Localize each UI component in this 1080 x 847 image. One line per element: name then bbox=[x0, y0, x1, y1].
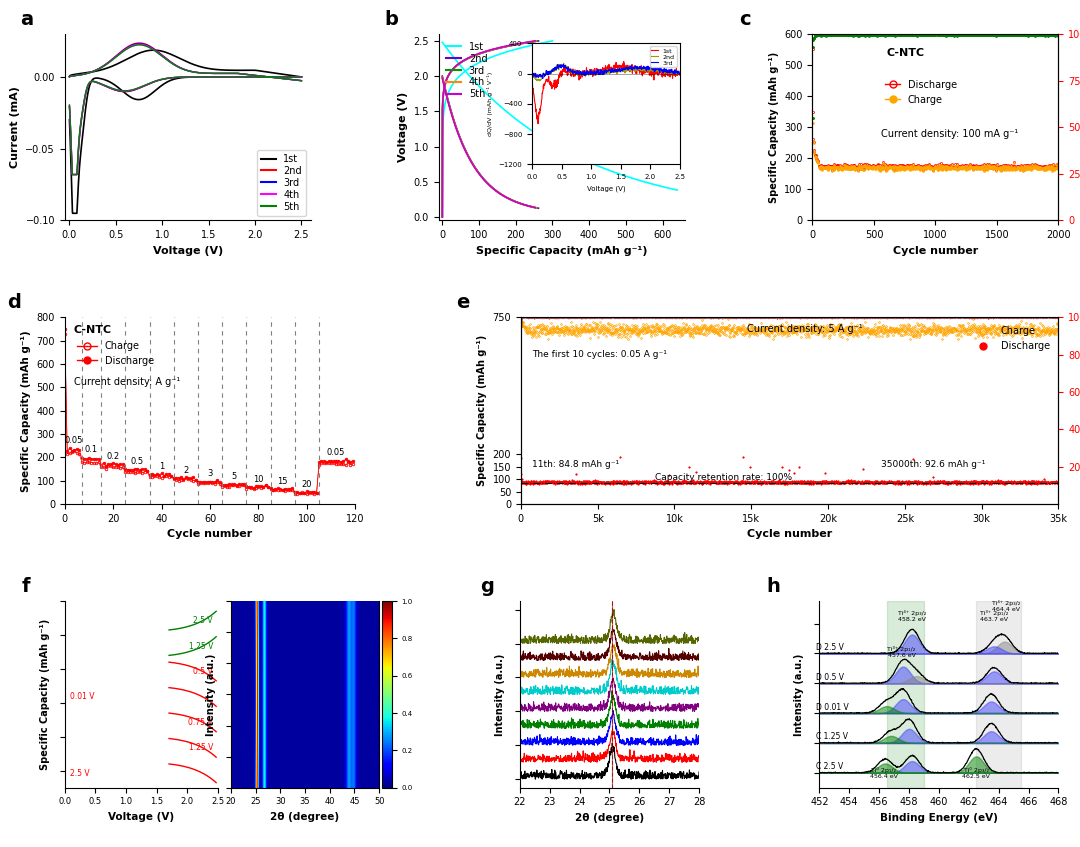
Bar bbox=[976, 601, 1021, 788]
Text: C 1.25 V: C 1.25 V bbox=[816, 733, 849, 741]
Text: 35000th: 92.6 mAh g⁻¹: 35000th: 92.6 mAh g⁻¹ bbox=[881, 460, 985, 468]
Text: 5: 5 bbox=[231, 473, 237, 481]
Text: Ti⁴⁺ 2p₃/₂
464.4 eV: Ti⁴⁺ 2p₃/₂ 464.4 eV bbox=[993, 600, 1021, 612]
Y-axis label: Specific Capacity (mAh g⁻¹): Specific Capacity (mAh g⁻¹) bbox=[21, 330, 31, 491]
Text: a: a bbox=[21, 9, 33, 29]
Y-axis label: Intensity (a.u.): Intensity (a.u.) bbox=[495, 653, 504, 735]
Text: D 2.5 V: D 2.5 V bbox=[816, 643, 845, 652]
X-axis label: Cycle number: Cycle number bbox=[747, 529, 833, 540]
Text: 3: 3 bbox=[207, 469, 213, 479]
Text: 0.5: 0.5 bbox=[131, 457, 144, 467]
Text: C 2.5 V: C 2.5 V bbox=[816, 762, 843, 772]
Text: 2.5 V: 2.5 V bbox=[193, 616, 213, 625]
Text: The first 10 cycles: 0.05 A g⁻¹: The first 10 cycles: 0.05 A g⁻¹ bbox=[531, 350, 666, 358]
Text: Ti⁰ 2p₁/₂
456.4 eV: Ti⁰ 2p₁/₂ 456.4 eV bbox=[869, 767, 897, 778]
Legend: Charge, Discharge: Charge, Discharge bbox=[73, 337, 158, 370]
X-axis label: 2θ (degree): 2θ (degree) bbox=[270, 812, 339, 822]
Text: D 0.5 V: D 0.5 V bbox=[816, 673, 845, 682]
Text: 0.05: 0.05 bbox=[327, 448, 346, 457]
Text: d: d bbox=[6, 293, 21, 313]
Text: e: e bbox=[457, 293, 470, 313]
Text: 1.25 V: 1.25 V bbox=[189, 641, 213, 650]
Text: 0.01 V: 0.01 V bbox=[70, 693, 94, 701]
Text: 2.5 V: 2.5 V bbox=[70, 769, 90, 778]
Text: 2: 2 bbox=[184, 466, 189, 475]
Text: C-NTC: C-NTC bbox=[73, 325, 111, 335]
Legend: 1st, 2nd, 3rd, 4th, 5th: 1st, 2nd, 3rd, 4th, 5th bbox=[444, 39, 490, 102]
Legend: 1st, 2nd, 3rd, 4th, 5th: 1st, 2nd, 3rd, 4th, 5th bbox=[257, 150, 306, 216]
Text: Current density: 5 A g⁻¹: Current density: 5 A g⁻¹ bbox=[746, 324, 862, 335]
Text: D 0.01 V: D 0.01 V bbox=[816, 703, 849, 711]
Text: 0.05: 0.05 bbox=[64, 435, 82, 445]
Text: f: f bbox=[22, 577, 30, 595]
Text: Current density: 100 mA g⁻¹: Current density: 100 mA g⁻¹ bbox=[881, 129, 1018, 139]
Text: 10: 10 bbox=[253, 475, 264, 484]
Text: C-NTC: C-NTC bbox=[887, 48, 924, 58]
Text: 0.75 V: 0.75 V bbox=[188, 718, 213, 727]
Y-axis label: Specific Capacity (mAh g⁻¹): Specific Capacity (mAh g⁻¹) bbox=[40, 619, 50, 770]
X-axis label: Cycle number: Cycle number bbox=[893, 246, 978, 256]
Text: Capacity retention rate: 100%: Capacity retention rate: 100% bbox=[656, 473, 793, 482]
Text: Ti³⁺ 2p₁/₂
457.6 eV: Ti³⁺ 2p₁/₂ 457.6 eV bbox=[888, 646, 916, 658]
Y-axis label: Voltage (V): Voltage (V) bbox=[397, 92, 408, 163]
Text: 0.1: 0.1 bbox=[85, 445, 98, 454]
Text: c: c bbox=[739, 9, 751, 29]
Y-axis label: Specific Capacity (mAh g⁻¹): Specific Capacity (mAh g⁻¹) bbox=[769, 52, 779, 202]
Y-axis label: Specific Capacity (mAh g⁻¹): Specific Capacity (mAh g⁻¹) bbox=[477, 335, 487, 486]
Text: Ti⁰ 2p₃/₂
462.5 eV: Ti⁰ 2p₃/₂ 462.5 eV bbox=[962, 767, 990, 778]
Text: Ti³⁺ 2p₁/₂
463.7 eV: Ti³⁺ 2p₁/₂ 463.7 eV bbox=[980, 610, 1009, 622]
Text: 1: 1 bbox=[159, 462, 164, 471]
Y-axis label: Current (mA): Current (mA) bbox=[10, 86, 19, 168]
Text: 1.25 V: 1.25 V bbox=[189, 744, 213, 752]
Text: h: h bbox=[767, 577, 781, 595]
X-axis label: Binding Energy (eV): Binding Energy (eV) bbox=[880, 813, 998, 823]
X-axis label: Voltage (V): Voltage (V) bbox=[152, 246, 222, 256]
Legend: Discharge, Charge: Discharge, Charge bbox=[881, 76, 960, 108]
Text: 15: 15 bbox=[278, 477, 288, 486]
Text: b: b bbox=[384, 9, 399, 29]
X-axis label: Cycle number: Cycle number bbox=[167, 529, 253, 540]
X-axis label: Specific Capacity (mAh g⁻¹): Specific Capacity (mAh g⁻¹) bbox=[476, 246, 647, 256]
Legend: Charge, Discharge: Charge, Discharge bbox=[970, 323, 1053, 355]
Text: 20: 20 bbox=[301, 480, 312, 490]
Text: Current density: A g⁻¹: Current density: A g⁻¹ bbox=[73, 377, 179, 387]
Text: Ti⁴⁺ 2p₃/₂
458.2 eV: Ti⁴⁺ 2p₃/₂ 458.2 eV bbox=[897, 610, 927, 622]
Text: 11th: 84.8 mAh g⁻¹: 11th: 84.8 mAh g⁻¹ bbox=[531, 460, 619, 468]
Bar bbox=[887, 601, 924, 788]
Text: g: g bbox=[481, 577, 495, 595]
Y-axis label: Intensity (a.u.): Intensity (a.u.) bbox=[205, 653, 216, 735]
Text: 0.5 V: 0.5 V bbox=[193, 667, 213, 676]
X-axis label: 2θ (degree): 2θ (degree) bbox=[575, 813, 644, 823]
X-axis label: Voltage (V): Voltage (V) bbox=[108, 812, 175, 822]
Text: 0.2: 0.2 bbox=[107, 452, 120, 462]
Y-axis label: Intensity (a.u.): Intensity (a.u.) bbox=[794, 653, 805, 735]
